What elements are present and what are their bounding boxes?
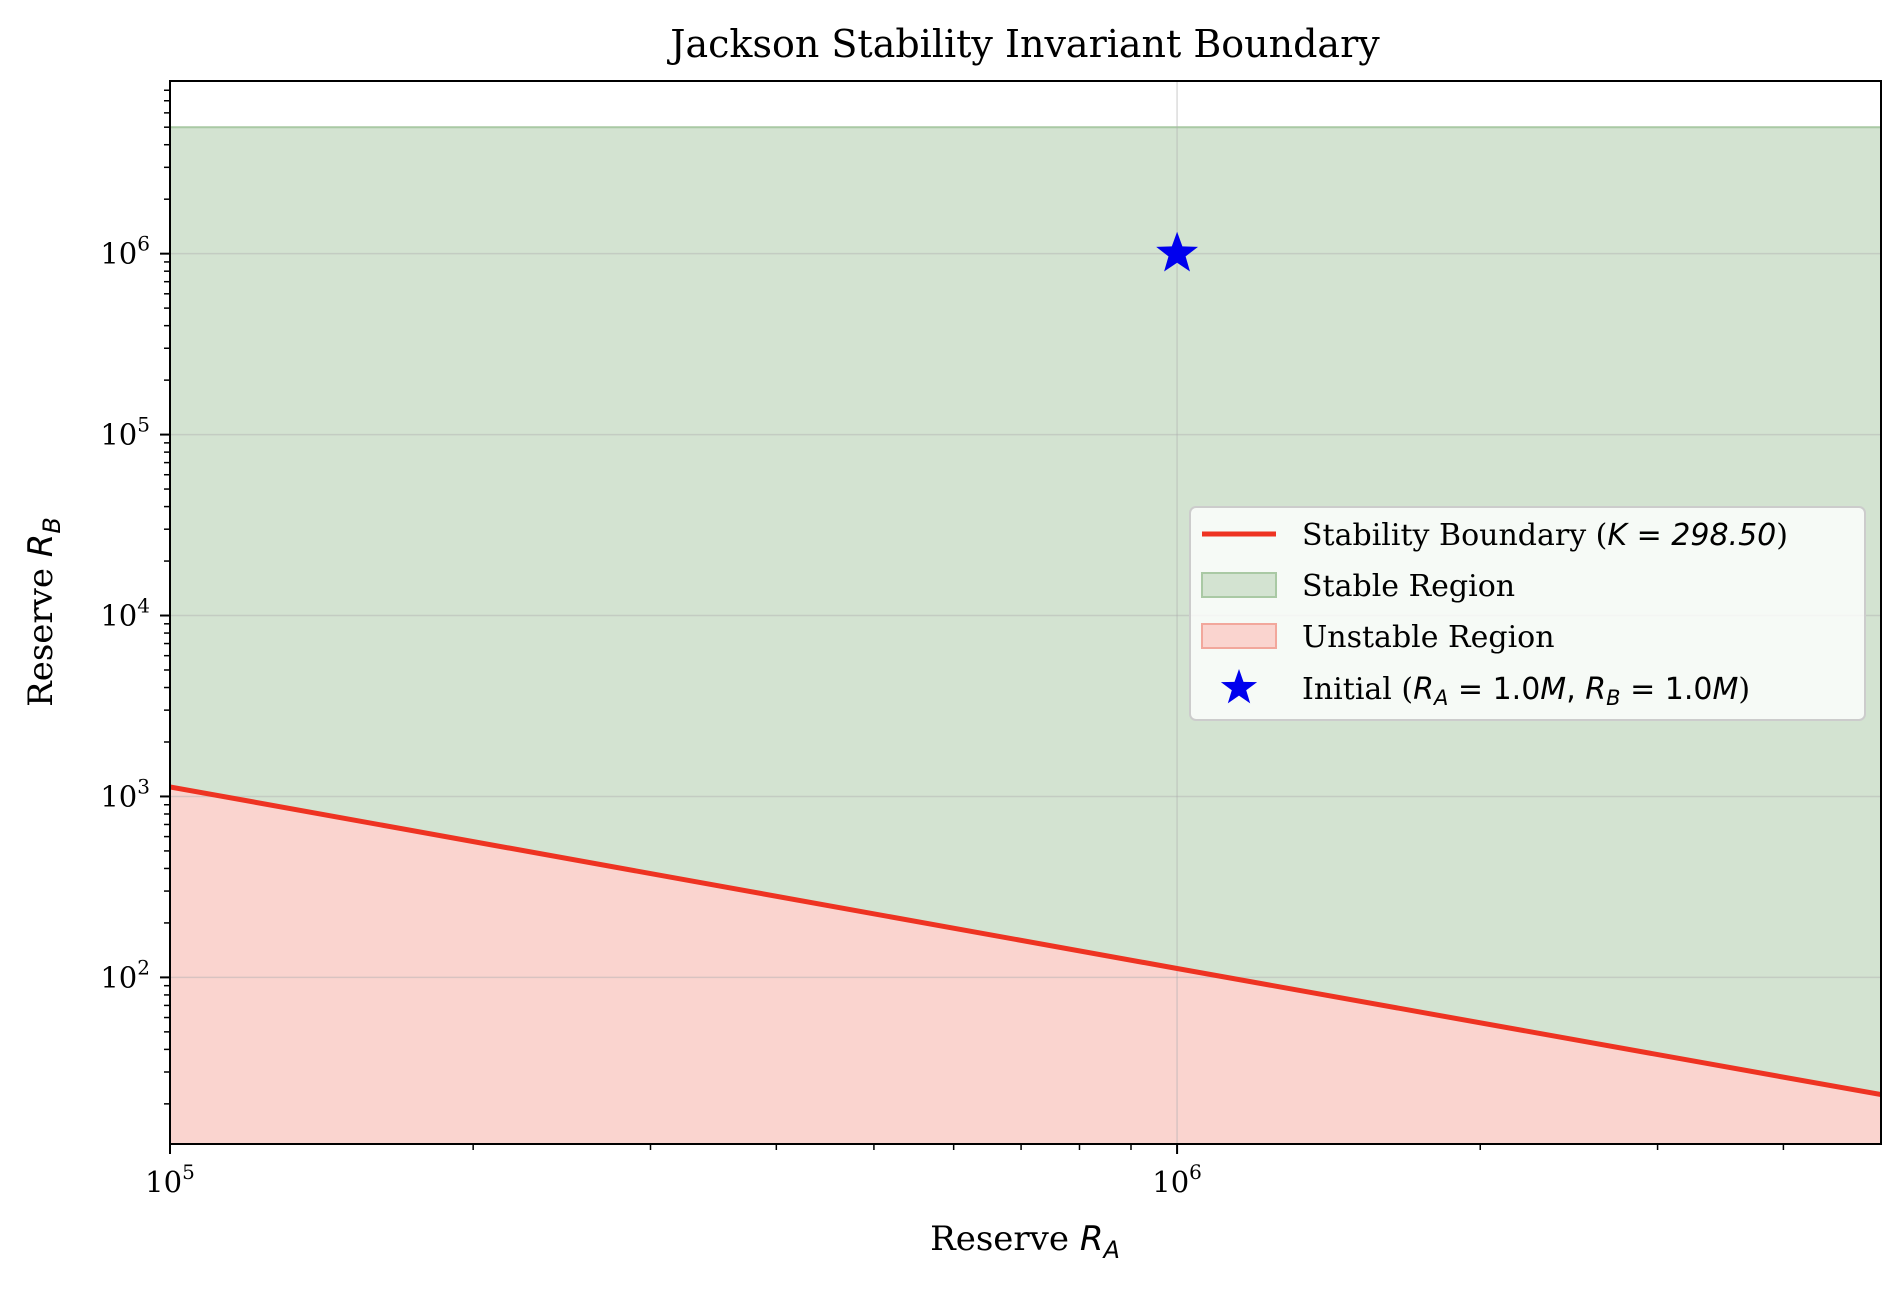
legend-boundary-label: Stability Boundary (K = 298.50) [1302, 518, 1788, 553]
axes-frame [169, 80, 1882, 1145]
axis-ticks: 105 106 102 103 104 105 106 [100, 89, 1785, 1199]
y-tick-label: 105 [100, 413, 150, 452]
y-tick-label: 102 [100, 955, 150, 994]
unstable-region [170, 786, 1881, 1144]
legend-stable-swatch [1201, 572, 1277, 598]
initial-point-star [1156, 231, 1198, 272]
plot-area [170, 81, 1881, 1144]
legend-initial-label: Initial (RA = 1.0M, RB = 1.0M) [1302, 672, 1750, 710]
stability-boundary-line [170, 784, 1881, 1098]
legend-box [1189, 506, 1866, 721]
chart-title: Jackson Stability Invariant Boundary [666, 22, 1380, 66]
legend-initial-star-icon [1220, 669, 1258, 704]
legend: Stability Boundary (K = 298.50) Stable R… [1189, 506, 1866, 721]
y-tick-label: 103 [100, 774, 150, 813]
y-tick-label: 106 [100, 232, 150, 271]
legend-unstable-label: Unstable Region [1302, 620, 1555, 655]
y-tick-label: 104 [100, 594, 150, 633]
legend-stable-label: Stable Region [1302, 569, 1515, 604]
legend-unstable-swatch [1201, 623, 1277, 649]
grid-lines [170, 81, 1881, 1144]
x-tick-label: 106 [1152, 1160, 1202, 1199]
x-axis-label: Reserve RA [930, 1219, 1120, 1264]
x-tick-label: 105 [145, 1160, 195, 1199]
y-axis-label: Reserve RB [21, 517, 66, 707]
